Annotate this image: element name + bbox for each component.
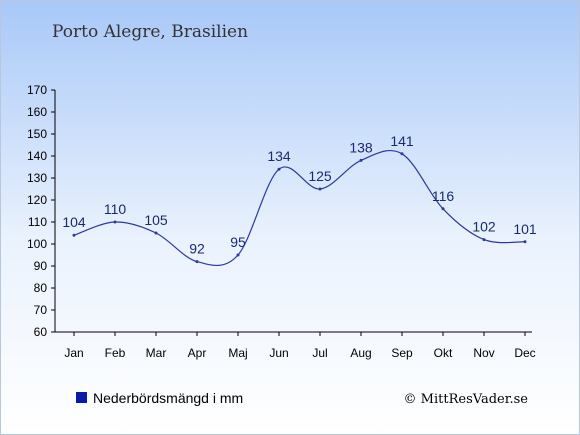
y-tick-label: 160 <box>27 105 47 119</box>
axes: 60 70 80 90 100 110 120 130 140 150 160 170 Jan Feb Ma… <box>27 83 536 360</box>
data-labels: 104 110 105 92 95 134 125 138 141 116 102 101 <box>62 133 537 264</box>
x-tick-label: Jan <box>64 346 83 360</box>
data-label: 141 <box>390 133 414 149</box>
x-tick-label: Nov <box>473 346 494 360</box>
data-label: 92 <box>189 241 205 257</box>
data-point <box>195 260 199 264</box>
data-label: 105 <box>144 212 168 228</box>
data-label: 138 <box>349 139 373 155</box>
data-point <box>236 253 240 257</box>
x-tick-label: Jun <box>269 346 288 360</box>
y-tick-label: 170 <box>27 83 47 97</box>
data-point <box>400 152 404 156</box>
data-point <box>72 233 76 237</box>
data-label: 102 <box>472 219 496 235</box>
data-point <box>318 187 322 191</box>
y-tick-label: 60 <box>34 325 48 339</box>
x-tick-label: Apr <box>188 346 207 360</box>
y-tick-label: 80 <box>34 281 48 295</box>
y-tick-label: 90 <box>34 259 48 273</box>
x-tick-label: Maj <box>228 346 247 360</box>
x-tick-label: Jul <box>312 346 327 360</box>
x-tick-label: Mar <box>146 346 167 360</box>
y-tick-label: 150 <box>27 127 47 141</box>
data-point <box>359 158 363 162</box>
x-tick-label: Okt <box>434 346 453 360</box>
data-point <box>154 231 158 235</box>
data-point <box>441 207 445 211</box>
data-label: 116 <box>432 188 455 204</box>
x-tick-label: Dec <box>514 346 535 360</box>
x-tick-label: Aug <box>350 346 371 360</box>
chart-title: Porto Alegre, Brasilien <box>52 22 248 42</box>
data-label: 95 <box>230 234 246 250</box>
y-tick-label: 70 <box>34 303 48 317</box>
legend-label: Nederbördsmängd i mm <box>93 390 243 406</box>
data-point <box>113 220 117 224</box>
data-point <box>482 238 486 242</box>
y-tick-label: 140 <box>27 149 47 163</box>
x-tick-label: Feb <box>105 346 126 360</box>
data-label: 110 <box>104 201 127 217</box>
y-tick-label: 100 <box>27 237 47 251</box>
data-point <box>277 167 281 171</box>
y-tick-label: 110 <box>28 215 47 229</box>
data-label: 134 <box>267 148 291 164</box>
credit-text: © MittResVader.se <box>404 392 529 407</box>
y-tick-label: 130 <box>27 171 47 185</box>
data-point <box>523 240 527 244</box>
data-label: 101 <box>513 221 537 237</box>
x-tick-label: Sep <box>391 346 413 360</box>
data-label: 125 <box>308 168 332 184</box>
legend-marker <box>76 392 87 403</box>
y-tick-label: 120 <box>27 193 47 207</box>
data-label: 104 <box>62 214 86 230</box>
